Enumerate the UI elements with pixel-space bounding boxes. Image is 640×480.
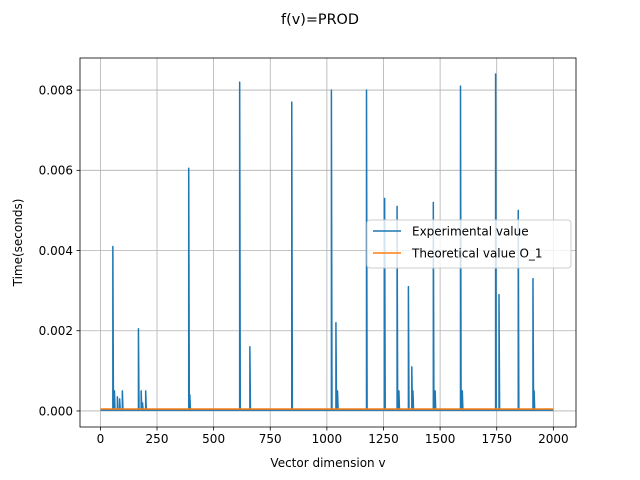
y-axis-label: Time(seconds) — [11, 199, 25, 288]
x-tick-label: 0 — [97, 432, 105, 446]
legend-box — [366, 219, 572, 269]
y-tick-label: 0.004 — [39, 244, 73, 258]
x-tick-label: 250 — [146, 432, 169, 446]
x-axis: 0 250 500 750 1000 1250 1500 1750 2000 — [97, 427, 569, 446]
legend: Experimental value Theoretical value O_1 — [366, 219, 572, 269]
x-tick-label: 500 — [202, 432, 225, 446]
x-tick-label: 2000 — [538, 432, 569, 446]
x-tick-label: 1000 — [312, 432, 343, 446]
y-axis: 0.000 0.002 0.004 0.006 0.008 — [39, 83, 80, 418]
legend-label-experimental: Experimental value — [412, 225, 529, 239]
legend-label-theoretical: Theoretical value O_1 — [411, 247, 543, 261]
x-tick-label: 1250 — [368, 432, 399, 446]
series-line-experimental — [100, 73, 554, 411]
plot-area — [100, 73, 554, 411]
x-tick-label: 1500 — [425, 432, 456, 446]
chart-title: f(v)=PROD — [281, 12, 359, 28]
x-tick-label: 750 — [259, 432, 282, 446]
plot-frame — [79, 57, 577, 428]
x-axis-label: Vector dimension v — [270, 456, 385, 470]
y-tick-label: 0.006 — [39, 164, 73, 178]
x-tick-label: 1750 — [481, 432, 512, 446]
y-tick-label: 0.000 — [39, 404, 73, 418]
y-tick-label: 0.008 — [39, 83, 73, 97]
y-tick-label: 0.002 — [39, 324, 73, 338]
